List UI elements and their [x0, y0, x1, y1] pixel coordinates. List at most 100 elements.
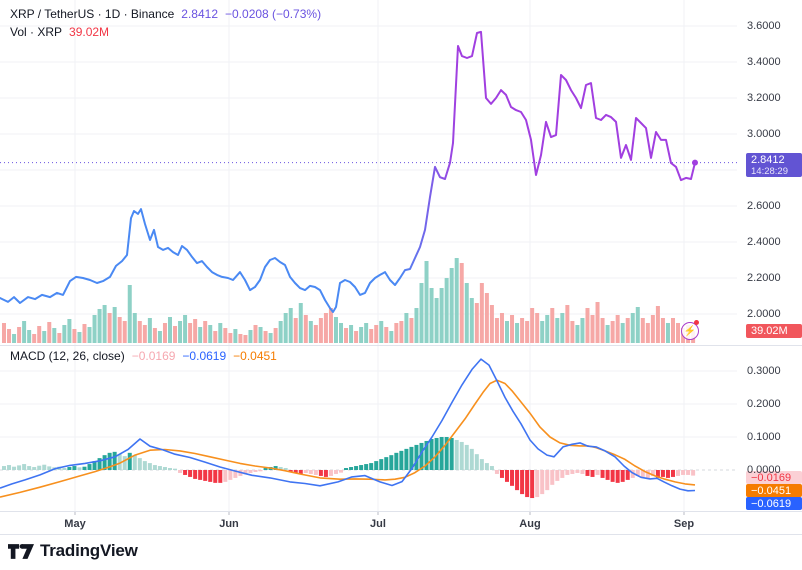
- macd-histogram-bar: [2, 466, 6, 470]
- volume-bar: [107, 313, 112, 343]
- volume-bar: [580, 318, 585, 343]
- macd-histogram-bar: [660, 470, 665, 477]
- macd-histogram-bar: [283, 468, 288, 470]
- volume-bar: [137, 321, 142, 343]
- macd-histogram-bar: [449, 437, 454, 470]
- macd-histogram-bar: [218, 470, 223, 483]
- macd-histogram-bar: [535, 470, 540, 498]
- volume-bar: [595, 302, 600, 343]
- last-price-dot: [692, 159, 698, 166]
- volume-bar: [263, 331, 268, 343]
- macd-histogram-bar: [494, 470, 499, 474]
- symbol-title: XRP / TetherUS · 1D · Binance: [10, 7, 175, 21]
- macd-legend[interactable]: MACD (12, 26, close) −0.0169 −0.0619 −0.…: [10, 349, 277, 363]
- volume-bar: [525, 321, 530, 343]
- volume-bar: [479, 283, 484, 343]
- volume-bar: [293, 318, 298, 343]
- macd-histogram-bar: [328, 470, 333, 476]
- volume-bar: [499, 313, 504, 343]
- macd-histogram-bar: [318, 470, 323, 476]
- macd-histogram-bar: [590, 470, 595, 477]
- macd-histogram-bar: [665, 470, 670, 478]
- macd-histogram-bar: [178, 470, 183, 473]
- volume-bar: [52, 328, 57, 343]
- macd-histogram-bar: [670, 470, 675, 477]
- volume-bar: [424, 261, 429, 343]
- macd-histogram-bar: [198, 470, 203, 480]
- time-axis-label-jun: Jun: [219, 518, 239, 530]
- volume-bar: [67, 319, 72, 343]
- price-scale-tick: 2.2000: [747, 272, 781, 284]
- volume-bar: [650, 315, 655, 343]
- volume-bar: [47, 322, 52, 343]
- volume-bar: [429, 288, 434, 343]
- macd-scale-tick: 0.1000: [747, 431, 781, 443]
- volume-bar: [374, 325, 379, 343]
- macd-histogram-bar: [27, 466, 32, 470]
- macd-histogram-bar: [520, 470, 525, 495]
- volume-bar: [489, 305, 494, 343]
- macd-histogram-bar: [344, 468, 349, 470]
- volume-legend[interactable]: Vol · XRP 39.02M: [10, 25, 109, 39]
- macd-histogram-bar: [298, 470, 303, 474]
- volume-bar: [535, 313, 540, 343]
- macd-histogram-bar: [545, 470, 550, 491]
- macd-main-line: [0, 358, 696, 492]
- volume-bar: [359, 327, 364, 343]
- macd-histogram-bar: [515, 470, 520, 491]
- macd-histogram-bar: [469, 448, 474, 470]
- lightning-button[interactable]: ⚡: [681, 322, 699, 340]
- macd-histogram-bar: [354, 466, 359, 470]
- volume-bar: [223, 328, 228, 343]
- price-scale-value: 2.8412: [751, 153, 785, 166]
- macd-histogram-bar: [620, 470, 625, 482]
- macd-histogram-bar: [188, 470, 193, 477]
- time-axis-label-jul: Jul: [370, 518, 386, 530]
- volume-bar: [203, 321, 208, 343]
- volume-bar: [173, 326, 178, 343]
- volume-bar: [213, 331, 218, 343]
- volume-bar: [409, 318, 414, 343]
- macd-histogram-bar: [369, 463, 374, 470]
- macd-hist-scale-label: −0.0169: [746, 471, 802, 484]
- macd-histogram-bar: [42, 464, 47, 470]
- lightning-icon: ⚡: [683, 325, 697, 337]
- volume-bar: [17, 327, 22, 343]
- volume-bar: [82, 324, 87, 343]
- macd-histogram-bar: [560, 470, 565, 478]
- macd-histogram-bar: [127, 452, 132, 470]
- volume-bar: [243, 335, 248, 343]
- macd-histogram-bar: [384, 457, 389, 470]
- volume-bar: [162, 323, 167, 343]
- price-scale-tick: 2.0000: [747, 308, 781, 320]
- tradingview-logo[interactable]: TradingView: [8, 541, 138, 561]
- chart-pane[interactable]: [0, 0, 802, 535]
- macd-histogram-bar: [575, 470, 580, 473]
- volume-bar: [2, 323, 6, 343]
- macd-signal-value: −0.0451: [233, 349, 277, 363]
- macd-histogram-bar: [37, 465, 42, 470]
- macd-histogram-bar: [645, 470, 650, 479]
- macd-histogram-bar: [339, 470, 344, 473]
- volume-bar: [515, 323, 520, 343]
- macd-histogram-bar: [499, 470, 504, 478]
- volume-bar: [469, 298, 474, 343]
- volume-bar: [208, 325, 213, 343]
- volume-bar: [665, 323, 670, 343]
- macd-histogram-bar: [600, 470, 605, 478]
- symbol-legend[interactable]: XRP / TetherUS · 1D · Binance 2.8412 −0.…: [10, 7, 321, 21]
- volume-bar: [248, 330, 253, 343]
- volume-bar: [127, 285, 132, 343]
- macd-histogram-bar: [72, 466, 77, 470]
- price-scale-tick: 2.4000: [747, 236, 781, 248]
- notification-dot: [694, 320, 699, 325]
- macd-line-value: −0.0619: [182, 349, 227, 363]
- last-price-scale-label: 2.8412 14:28:29: [746, 153, 802, 177]
- volume-bar: [640, 318, 645, 343]
- macd-histogram-bar: [379, 459, 384, 470]
- volume-bar: [635, 307, 640, 343]
- volume-bar: [313, 325, 318, 343]
- volume-bar: [318, 318, 323, 343]
- macd-histogram-bar: [555, 470, 560, 481]
- volume-bar: [364, 323, 369, 343]
